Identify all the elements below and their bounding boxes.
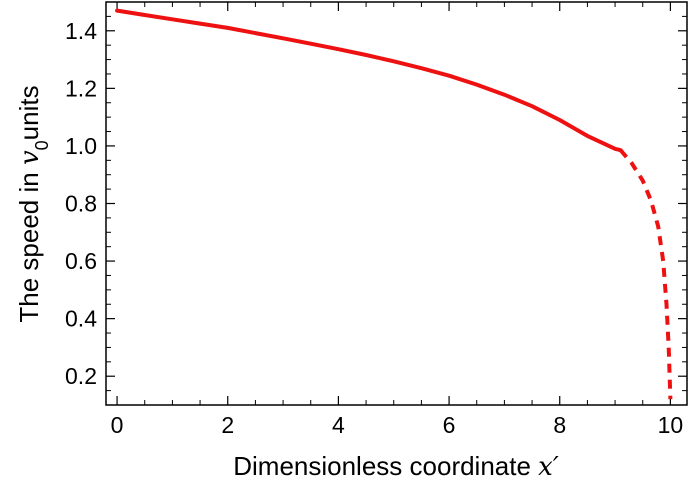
x-tick-label: 8 [553, 412, 566, 438]
x-axis-title: Dimensionless coordinate x′ [233, 451, 559, 482]
series-line-dashed [619, 148, 673, 400]
x-tick-label: 6 [443, 412, 456, 438]
y-tick-label: 1.2 [65, 75, 97, 101]
y-axis-title-unit: units [14, 85, 44, 140]
y-axis-variable-subscript: 0 [32, 140, 52, 150]
y-axis-title: The speed in v0units [14, 85, 52, 322]
y-axis-variable: v [15, 150, 45, 165]
y-tick-label: 1.0 [65, 133, 97, 159]
x-tick-label: 10 [658, 412, 684, 438]
y-tick-label: 1.4 [65, 18, 97, 44]
y-tick-label: 0.2 [65, 363, 97, 389]
tick-marks [106, 2, 687, 405]
series-line-solid [115, 8, 623, 153]
y-tick-label: 0.8 [65, 191, 97, 217]
y-axis-title-text: The speed in [14, 165, 44, 323]
y-tick-label: 0.6 [65, 248, 97, 274]
x-tick-label: 4 [332, 412, 345, 438]
x-axis-variable: x′ [538, 452, 559, 482]
tick-labels: 0 2 4 6 8 10 0.2 0.4 0.6 0.8 1.0 1.2 1.4 [65, 18, 683, 438]
x-tick-label: 0 [111, 412, 124, 438]
x-axis-title-text: Dimensionless coordinate [233, 451, 538, 481]
data-series [115, 8, 673, 400]
y-tick-label: 0.4 [65, 306, 97, 332]
x-tick-label: 2 [221, 412, 234, 438]
